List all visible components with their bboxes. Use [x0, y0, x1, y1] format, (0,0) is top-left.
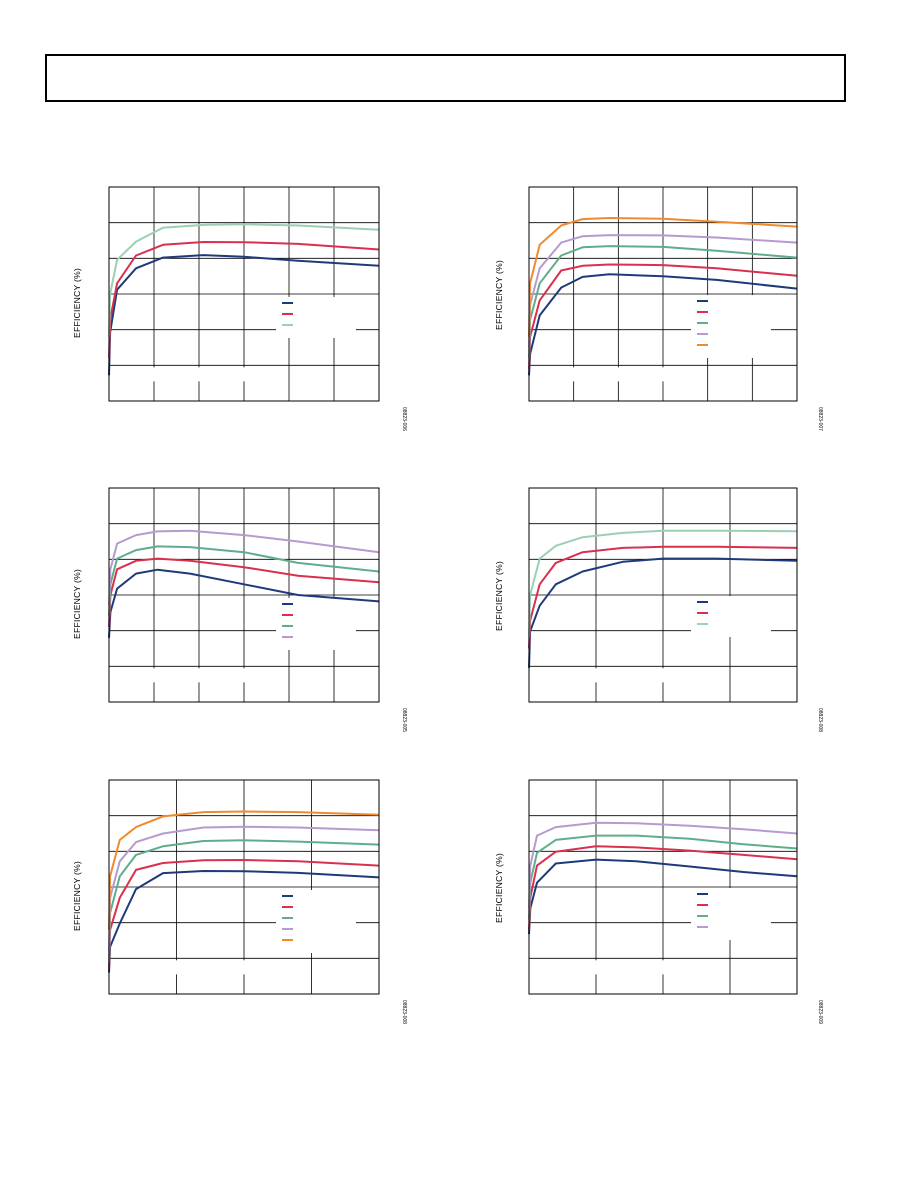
- figure-efficiency-3: EFFICIENCY (%) 08823-005: [60, 476, 420, 736]
- legend-background: [691, 295, 771, 358]
- plot-frame: [108, 779, 380, 995]
- plot-frame: [528, 487, 798, 703]
- series-line-3: [108, 223, 380, 337]
- series-line-4: [528, 821, 798, 909]
- series-line-3: [528, 834, 798, 920]
- efficiency-chart: [108, 487, 380, 703]
- series-line-3: [528, 529, 798, 638]
- series-line-2: [108, 557, 380, 628]
- series-line-1: [108, 254, 380, 376]
- legend-background: [276, 598, 356, 650]
- axis-annotation-band: [111, 367, 279, 382]
- figure-efficiency-2: EFFICIENCY (%) 08823-007: [480, 175, 840, 435]
- efficiency-chart: [108, 186, 380, 402]
- series-line-5: [528, 217, 798, 337]
- series-line-2: [528, 845, 798, 930]
- axis-annotation-band: [111, 960, 279, 975]
- series-line-2: [108, 859, 380, 969]
- series-line-2: [528, 263, 798, 369]
- series-line-2: [528, 545, 798, 649]
- series-line-1: [528, 273, 798, 376]
- series-line-5: [108, 810, 380, 930]
- series-line-1: [528, 858, 798, 935]
- series-line-2: [108, 241, 380, 359]
- series-line-4: [528, 234, 798, 348]
- plot-frame: [528, 186, 798, 402]
- plot-frame: [108, 487, 380, 703]
- figure-efficiency-1: EFFICIENCY (%) 08823-006: [60, 175, 420, 435]
- figure-efficiency-4: EFFICIENCY (%) 08823-008: [480, 476, 840, 736]
- axis-annotation-band: [111, 668, 279, 683]
- figure-efficiency-5: EFFICIENCY (%) 08823-008: [60, 768, 420, 1028]
- series-line-4: [108, 529, 380, 606]
- plot-frame: [528, 779, 798, 995]
- efficiency-chart: [528, 487, 798, 703]
- series-line-3: [108, 839, 380, 962]
- axis-annotation-band: [531, 668, 698, 683]
- legend-background: [691, 888, 771, 940]
- series-line-4: [108, 825, 380, 952]
- series-line-1: [108, 568, 380, 638]
- legend-background: [276, 890, 356, 953]
- efficiency-chart: [528, 186, 798, 402]
- plot-frame: [108, 186, 380, 402]
- axis-annotation-band: [531, 367, 698, 382]
- efficiency-chart: [528, 779, 798, 995]
- page-header-box: [45, 54, 846, 102]
- series-line-1: [528, 557, 798, 668]
- efficiency-chart: [108, 779, 380, 995]
- axis-annotation-band: [531, 960, 698, 975]
- series-line-3: [528, 245, 798, 359]
- series-line-1: [108, 870, 380, 973]
- figure-efficiency-6: EFFICIENCY (%) 08823-009: [480, 768, 840, 1028]
- series-line-3: [108, 545, 380, 617]
